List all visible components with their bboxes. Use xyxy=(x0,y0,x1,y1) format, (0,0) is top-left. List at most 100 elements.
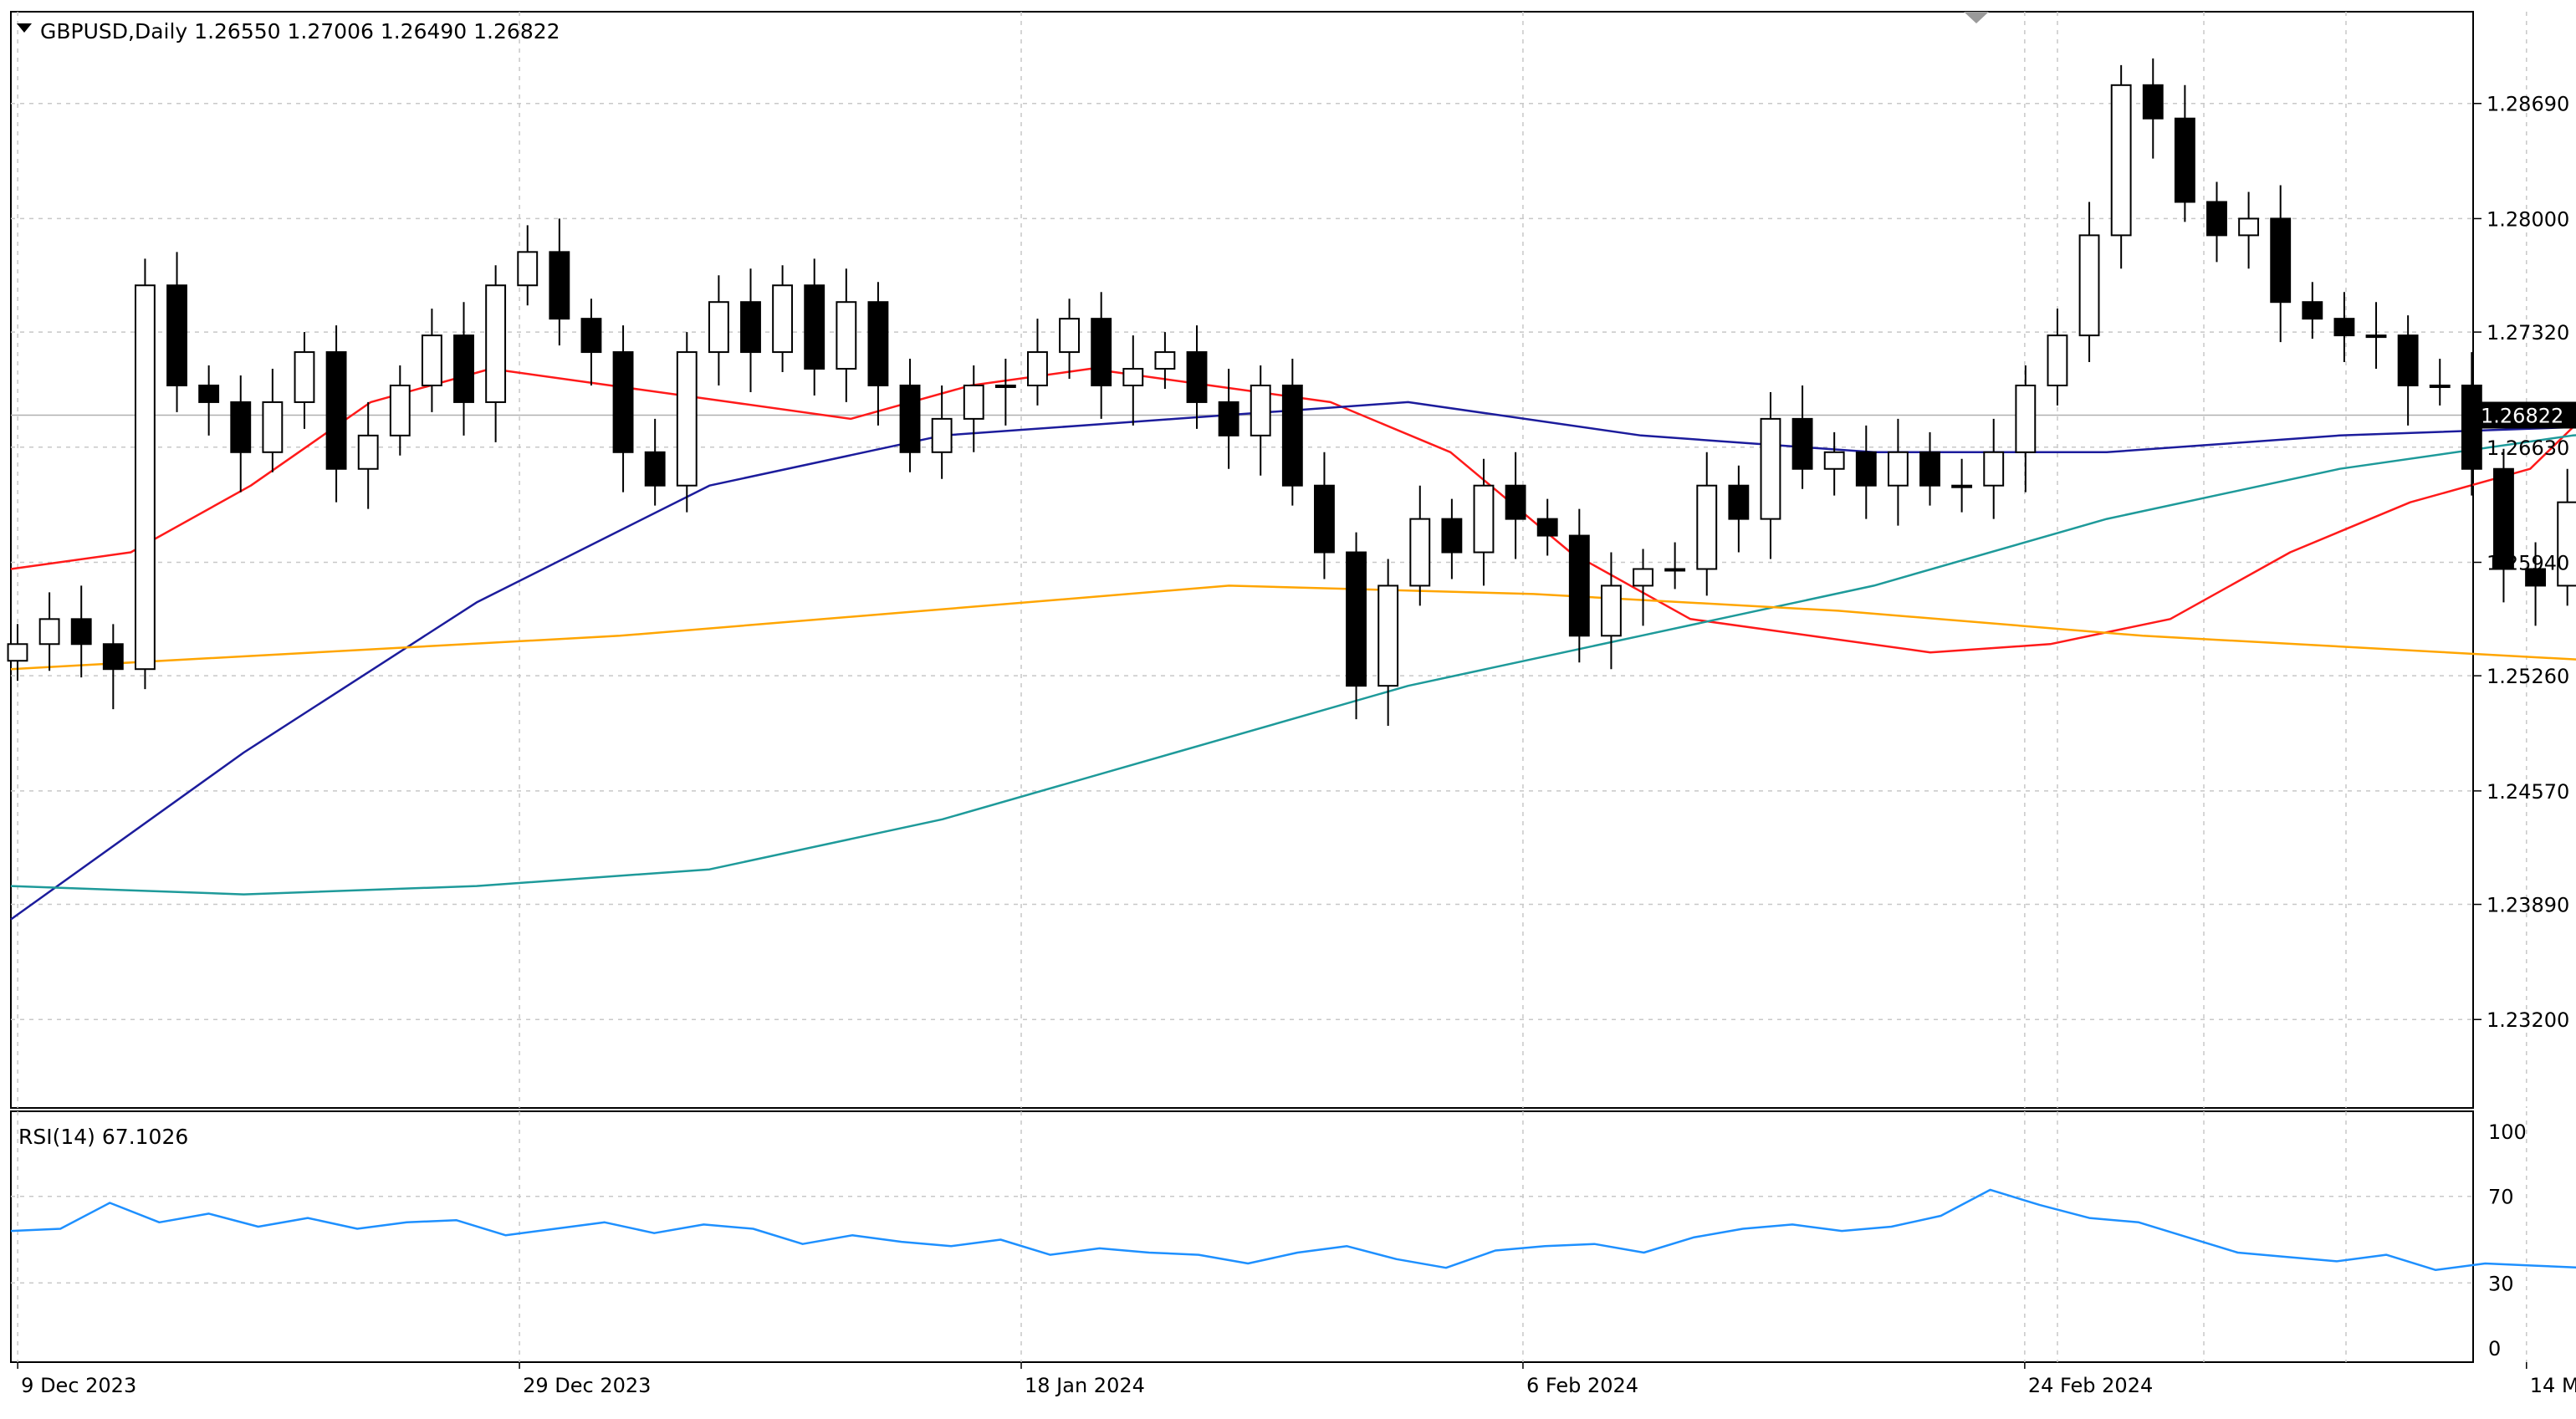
candle-bull xyxy=(772,284,794,354)
x-tick-label: 14 Mar 2024 xyxy=(2530,1374,2576,1397)
candle-bull xyxy=(2047,334,2068,386)
candle-bear xyxy=(804,284,825,370)
candle-bull xyxy=(708,301,729,354)
candle-bull xyxy=(7,643,28,662)
candle-bull xyxy=(517,251,539,287)
rsi-tick-label: 30 xyxy=(2488,1272,2514,1295)
ma-line-ma-fast xyxy=(10,367,2576,654)
candle-bull xyxy=(994,384,1016,388)
rsi-plot-frame xyxy=(10,1110,2474,1363)
candle-bear xyxy=(2525,568,2546,587)
candle-bear xyxy=(1505,484,1526,520)
candle-bull xyxy=(1377,584,1399,687)
candle-bear xyxy=(899,384,921,453)
candles xyxy=(7,58,2576,727)
candle-bear xyxy=(2397,334,2419,386)
ma-line-ma-slow xyxy=(10,584,2576,671)
candle-bull xyxy=(931,417,953,453)
candle-bull xyxy=(1664,568,1686,572)
candle-bull xyxy=(2078,234,2100,337)
candle-bull xyxy=(294,351,315,403)
x-tick-label: 18 Jan 2024 xyxy=(1025,1374,1145,1397)
candle-bear xyxy=(70,618,92,646)
candle-bull xyxy=(2365,334,2387,339)
candle-bear xyxy=(1186,351,1208,403)
candle-bull xyxy=(676,351,698,487)
candle-bull xyxy=(262,401,284,453)
rsi-tick-label: 70 xyxy=(2488,1186,2514,1209)
candle-bear xyxy=(198,384,220,403)
chart-shift-marker-icon[interactable] xyxy=(1964,12,1989,23)
candle-bear xyxy=(740,301,761,354)
candle-bear xyxy=(1281,384,1303,487)
candle-bear xyxy=(453,334,474,403)
candle-bull xyxy=(1059,318,1081,354)
rsi-line xyxy=(10,1188,2576,1272)
candle-bear xyxy=(1791,417,1813,470)
candle-bear xyxy=(2142,84,2164,120)
x-tick-label: 9 Dec 2023 xyxy=(21,1374,136,1397)
y-tick-label: 1.26630 xyxy=(2487,436,2569,460)
candle-bull xyxy=(1823,451,1845,470)
y-tick-label: 1.25940 xyxy=(2487,551,2569,574)
grid-lines xyxy=(11,12,2527,1362)
main-plot-frame xyxy=(10,11,2474,1109)
candle-bull xyxy=(38,618,60,646)
ma-line-ma-teal xyxy=(10,434,2576,896)
candle-bear xyxy=(325,351,347,470)
candle-bull xyxy=(1760,417,1781,520)
candle-bear xyxy=(1728,484,1750,520)
rsi-tick-label: 0 xyxy=(2488,1337,2501,1360)
candle-bull xyxy=(1600,584,1622,637)
candle-bear xyxy=(1536,518,1558,537)
axis-labels: 1.28690 1.28000 1.27320 1.26630 1.25940 1.252… xyxy=(17,93,2576,1397)
candle-bull xyxy=(1951,484,1973,488)
candle-bull xyxy=(1696,484,1718,570)
candle-bear xyxy=(2206,201,2227,237)
x-tick-label: 29 Dec 2023 xyxy=(523,1374,651,1397)
candle-bear xyxy=(644,451,666,487)
x-tick-label: 6 Feb 2024 xyxy=(1526,1374,1638,1397)
candle-bull xyxy=(1154,351,1176,370)
candle-bull xyxy=(389,384,411,436)
candle-bear xyxy=(1346,551,1367,687)
y-tick-label: 1.25260 xyxy=(2487,665,2569,688)
candle-bull xyxy=(1027,351,1048,386)
candle-bear xyxy=(1218,401,1239,436)
candle-bear xyxy=(1441,518,1463,554)
candle-bull xyxy=(1409,518,1431,587)
candle-bear xyxy=(580,318,602,354)
candle-bull xyxy=(357,434,379,470)
y-tick-label: 1.23890 xyxy=(2487,894,2569,917)
candle-bull xyxy=(1473,484,1495,554)
dropdown-arrow-icon[interactable] xyxy=(17,23,32,33)
candle-bull xyxy=(421,334,442,386)
rsi-tick-label: 100 xyxy=(2488,1120,2527,1144)
candle-bear xyxy=(1855,451,1877,487)
current-price-tag xyxy=(2474,401,2576,429)
candle-bear xyxy=(867,301,889,386)
candle-bull xyxy=(1250,384,1271,436)
candle-bear xyxy=(2270,217,2292,304)
x-tick-label: 24 Feb 2024 xyxy=(2028,1374,2153,1397)
candle-bull xyxy=(2015,384,2037,453)
current-price-label: 1.26822 xyxy=(2481,404,2563,427)
rsi-indicator-label: RSI(14) 67.1026 xyxy=(18,1125,188,1149)
candle-bear xyxy=(1568,534,1590,637)
candle-bear xyxy=(2302,301,2323,320)
candle-bear xyxy=(2333,318,2355,337)
rsi-line-layer xyxy=(10,1188,2576,1272)
candle-bull xyxy=(1887,451,1909,487)
candle-bear xyxy=(1091,318,1112,386)
candle-bear xyxy=(549,251,570,320)
candle-bear xyxy=(612,351,634,453)
candle-bull xyxy=(2238,217,2260,237)
candle-bull xyxy=(1983,451,2005,487)
candle-bear xyxy=(1314,484,1335,554)
candle-bull xyxy=(2429,384,2451,388)
candle-bull xyxy=(135,284,156,671)
candle-bull xyxy=(2110,84,2132,237)
candle-bull xyxy=(1633,568,1653,587)
candle-bear xyxy=(102,643,124,671)
